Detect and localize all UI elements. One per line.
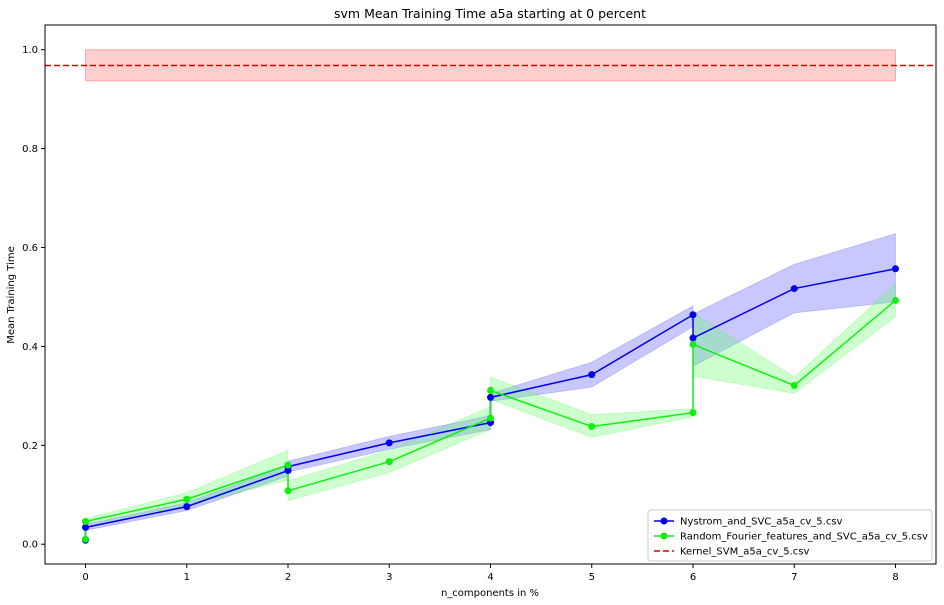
series-0-point [82, 523, 89, 531]
chart-title: svm Mean Training Time a5a starting at 0… [334, 6, 646, 21]
legend-swatch-marker [660, 517, 668, 525]
series-0-point [689, 311, 697, 319]
legend-label: Kernel_SVM_a5a_cv_5.csv [680, 547, 810, 558]
legend: Nystrom_and_SVC_a5a_cv_5.csv Random_Fouri… [647, 509, 933, 562]
series-0-point [183, 503, 191, 511]
y-tick-label: 0.2 [22, 441, 38, 452]
series-1-point [790, 381, 798, 389]
series-1-point [82, 535, 89, 543]
series-1-point [284, 461, 292, 469]
x-tick-label: 2 [285, 572, 291, 583]
legend-swatch-marker [660, 532, 668, 540]
series-0-point [689, 334, 697, 342]
x-axis-ticks: 0 1 2 3 4 5 6 7 8 [82, 564, 899, 583]
y-tick-label: 0.0 [22, 540, 38, 551]
x-tick-label: 0 [82, 572, 88, 583]
x-tick-label: 5 [589, 572, 595, 583]
series-0-point [385, 439, 393, 447]
series-1-point [487, 414, 494, 422]
series-1-point [183, 495, 191, 503]
series-0-point [892, 265, 899, 273]
y-axis-label: Mean Training Time [6, 246, 17, 344]
y-tick-label: 1.0 [22, 45, 38, 56]
x-tick-label: 4 [487, 572, 493, 583]
series-markers [82, 265, 899, 544]
y-tick-label: 0.4 [22, 342, 38, 353]
legend-box [647, 509, 933, 562]
x-tick-label: 1 [184, 572, 190, 583]
x-tick-label: 6 [690, 572, 696, 583]
series-0-point [790, 285, 798, 293]
series-1-point [892, 296, 899, 304]
legend-label: Random_Fourier_features_and_SVC_a5a_cv_5… [680, 532, 928, 543]
series-1-point [284, 487, 292, 495]
series-1-point [82, 517, 89, 525]
legend-label: Nystrom_and_SVC_a5a_cv_5.csv [680, 517, 843, 528]
series-0-point [588, 371, 596, 379]
x-tick-label: 8 [892, 572, 898, 583]
x-axis-label: n_components in % [441, 588, 539, 599]
x-tick-label: 3 [386, 572, 392, 583]
series-1-point [487, 386, 494, 394]
series-1-point [689, 340, 697, 348]
series-0-point [487, 393, 494, 401]
y-tick-label: 0.6 [22, 243, 38, 254]
x-tick-label: 7 [791, 572, 797, 583]
series-1-point [588, 423, 596, 431]
series-1-point [385, 458, 393, 466]
series-1-point [689, 409, 697, 417]
y-tick-label: 0.8 [22, 144, 38, 155]
y-axis-ticks: 0.0 0.2 0.4 0.6 0.8 1.0 [22, 45, 45, 551]
